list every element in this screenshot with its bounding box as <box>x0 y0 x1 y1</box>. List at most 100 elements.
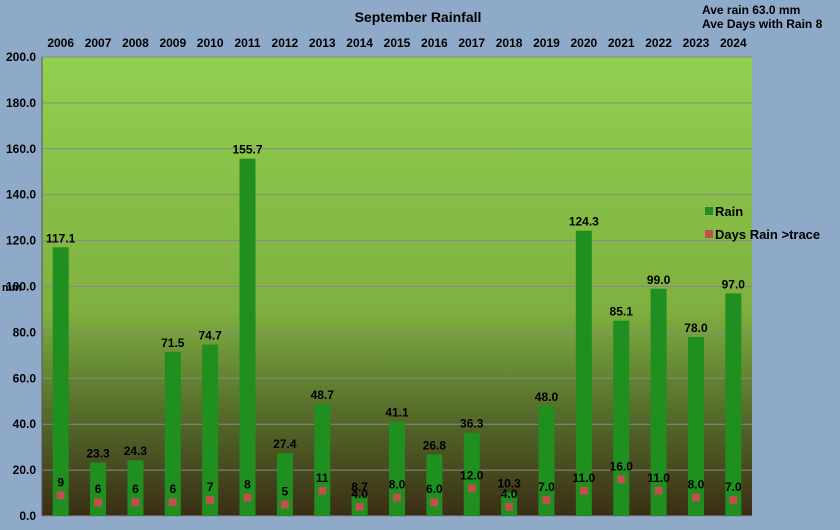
annotation-ave-days: Ave Days with Rain 8 <box>702 17 823 31</box>
rain-value-label: 8.7 <box>351 480 368 494</box>
rain-bar <box>575 230 592 516</box>
y-tick-label: 80.0 <box>13 325 37 339</box>
days-value-label: 5 <box>282 485 289 499</box>
x-tick-label: 2021 <box>608 36 635 50</box>
days-marker <box>505 502 514 511</box>
days-marker <box>94 498 103 507</box>
days-value-label: 8 <box>244 478 251 492</box>
x-tick-label: 2011 <box>235 36 261 50</box>
day-markers <box>56 475 738 511</box>
days-value-label: 7 <box>207 480 214 494</box>
days-value-label: 7.0 <box>538 480 555 494</box>
days-value-label: 11.0 <box>647 471 670 485</box>
rain-value-label: 26.8 <box>423 438 447 452</box>
y-tick-label: 20.0 <box>13 463 37 477</box>
days-marker <box>393 493 401 502</box>
x-tick-label: 2019 <box>533 36 560 50</box>
x-tick-label: 2023 <box>683 36 710 50</box>
days-marker <box>206 495 215 504</box>
days-value-label: 7.0 <box>725 480 742 494</box>
days-value-label: 6 <box>95 482 102 496</box>
rain-value-label: 71.5 <box>161 336 185 350</box>
x-tick-label: 2006 <box>47 36 74 50</box>
days-marker <box>729 495 738 504</box>
days-value-label: 8.0 <box>389 478 406 492</box>
rain-bar <box>463 432 480 516</box>
annotation-ave-rain: Ave rain 63.0 mm <box>702 3 800 17</box>
legend-swatch-rain <box>705 207 713 215</box>
rain-bar <box>276 453 293 516</box>
y-tick-label: 100.0 <box>6 280 36 294</box>
x-tick-label: 2022 <box>645 36 672 50</box>
rain-value-label: 24.3 <box>124 444 148 458</box>
rain-bar <box>725 293 742 516</box>
rain-value-label: 36.3 <box>460 417 484 431</box>
rain-value-label: 48.0 <box>535 390 559 404</box>
legend-label-days: Days Rain >trace <box>715 227 820 242</box>
days-value-label: 4.0 <box>501 487 518 501</box>
axes: 0.0 20.0 40.0 60.0 80.0 100.0 120.0 140.0 160.0 1… <box>6 36 747 523</box>
y-tick-label: 40.0 <box>13 417 37 431</box>
rain-value-label: 97.0 <box>722 277 746 291</box>
x-tick-label: 2020 <box>570 36 597 50</box>
x-tick-label: 2013 <box>309 36 336 50</box>
rain-value-label: 10.3 <box>497 476 521 490</box>
rain-value-label: 74.7 <box>198 329 222 343</box>
bars <box>52 158 742 516</box>
x-tick-label: 2016 <box>421 36 448 50</box>
days-value-label: 6.0 <box>426 482 443 496</box>
rain-value-label: 99.0 <box>647 273 671 287</box>
rain-bar <box>538 405 555 516</box>
x-tick-label: 2007 <box>85 36 112 50</box>
x-tick-label: 2012 <box>272 36 299 50</box>
days-marker <box>131 498 140 507</box>
days-value-label: 4.0 <box>351 487 368 501</box>
rain-bar <box>687 336 704 516</box>
x-tick-label: 2008 <box>122 36 149 50</box>
x-tick-label: 2010 <box>197 36 224 50</box>
days-marker <box>691 493 700 502</box>
days-marker <box>318 486 327 495</box>
days-marker <box>243 493 252 502</box>
x-tick-label: 2017 <box>458 36 485 50</box>
rain-value-label: 48.7 <box>311 388 335 402</box>
rain-value-label: 27.4 <box>273 437 297 451</box>
days-value-label: 11 <box>316 471 329 485</box>
y-tick-label: 120.0 <box>6 234 36 248</box>
days-value-label: 6 <box>169 482 176 496</box>
y-tick-label: 200.0 <box>6 50 36 64</box>
chart-title: September Rainfall <box>355 9 482 25</box>
y-tick-label: 60.0 <box>13 371 37 385</box>
days-value-label: 9 <box>57 475 64 489</box>
rain-value-label: 23.3 <box>86 447 110 461</box>
days-value-label: 8.0 <box>688 478 705 492</box>
y-tick-label: 0.0 <box>19 509 36 523</box>
data-labels: 117.1 9 23.3 6 24.3 6 71.5 6 74.7 7 155.7 8 27.4 5 48.… <box>46 143 745 501</box>
days-marker <box>430 498 439 507</box>
rain-bar <box>314 404 331 516</box>
rain-bar <box>52 247 69 516</box>
legend-swatch-days <box>705 230 713 238</box>
x-tick-label: 2014 <box>346 36 373 50</box>
days-marker <box>355 502 364 511</box>
x-tick-label: 2015 <box>384 36 411 50</box>
rain-bar <box>389 421 405 516</box>
rain-bar <box>613 320 630 516</box>
rain-value-label: 155.7 <box>233 143 263 157</box>
days-marker <box>654 486 663 495</box>
days-marker <box>467 484 476 493</box>
rain-value-label: 117.1 <box>46 231 76 245</box>
y-axis-label: mm <box>2 282 22 294</box>
days-value-label: 12.0 <box>460 468 484 482</box>
days-marker <box>280 500 289 509</box>
y-tick-label: 180.0 <box>6 96 36 110</box>
days-value-label: 11.0 <box>572 471 595 485</box>
days-marker <box>579 486 588 495</box>
days-marker <box>56 491 65 500</box>
legend-label-rain: Rain <box>715 204 743 219</box>
days-marker <box>168 498 177 507</box>
x-tick-label: 2018 <box>496 36 523 50</box>
rain-value-label: 124.3 <box>569 215 599 229</box>
y-tick-label: 140.0 <box>6 188 36 202</box>
